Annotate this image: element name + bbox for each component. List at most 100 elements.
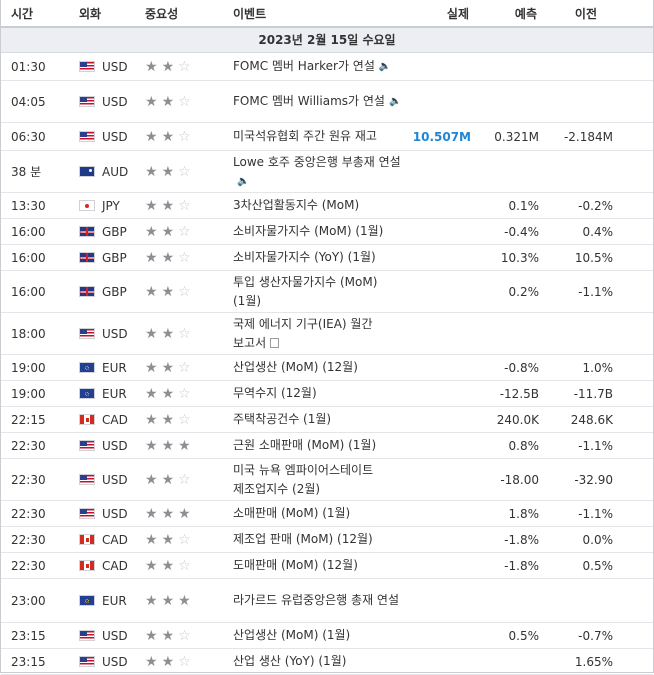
previous-value: -0.2% <box>578 198 613 213</box>
event-time: 22:15 <box>11 412 46 427</box>
event-name-text[interactable]: 산업 생산 (YoY) (1월) <box>233 654 347 668</box>
event-name-text[interactable]: FOMC 멤버 Harker가 연설 <box>233 59 375 73</box>
star-filled-icon: ★ <box>145 557 158 574</box>
event-name-text[interactable]: 국제 에너지 기구(IEA) 월간 보고서 <box>233 316 373 350</box>
event-name-text[interactable]: 투입 생산자물가지수 (MoM) (1월) <box>233 274 378 308</box>
star-filled-icon: ★ <box>178 592 191 609</box>
star-filled-icon: ★ <box>145 197 158 214</box>
header-time[interactable]: 시간 <box>11 6 34 21</box>
event-name[interactable]: 라가르드 유럽중앙은행 총재 연설 <box>225 591 405 610</box>
event-name[interactable]: 국제 에너지 기구(IEA) 월간 보고서 <box>225 315 405 353</box>
table-row[interactable]: 18:00 USD ★ ★ ☆ 국제 에너지 기구(IEA) 월간 보고서 <box>1 313 653 355</box>
header-importance[interactable]: 중요성 <box>145 6 179 21</box>
table-row[interactable]: 16:00 GBP ★ ★ ☆ 소비자물가지수 (MoM) (1월) -0.4% 0.4% <box>1 219 653 245</box>
eu-flag-icon <box>79 595 95 606</box>
star-filled-icon: ★ <box>145 385 158 402</box>
event-name[interactable]: 소매판매 (MoM) (1월) <box>225 504 405 523</box>
table-row[interactable]: 01:30 USD ★ ★ ☆ FOMC 멤버 Harker가 연설 🔈 <box>1 53 653 81</box>
event-name-text[interactable]: 소비자물가지수 (MoM) (1월) <box>233 224 384 238</box>
event-name[interactable]: 미국석유협회 주간 원유 재고 <box>225 127 405 146</box>
table-row[interactable]: 38 분 AUD ★ ★ ☆ Lowe 호주 중앙은행 부총재 연설🔈 <box>1 151 653 193</box>
table-row[interactable]: 06:30 USD ★ ★ ☆ 미국석유협회 주간 원유 재고 10.507M 0.321M -… <box>1 123 653 151</box>
event-name-text[interactable]: 제조업 판매 (MoM) (12월) <box>233 532 373 546</box>
table-row[interactable]: 22:30 CAD ★ ★ ☆ 도매판매 (MoM) (12월) -1.8% 0.5% <box>1 553 653 579</box>
star-empty-icon: ☆ <box>178 359 191 376</box>
event-name-text[interactable]: 미국 뉴욕 엠파이어스테이트 제조업지수 (2월) <box>233 462 374 496</box>
header-currency[interactable]: 외화 <box>79 6 102 21</box>
table-row[interactable]: 22:30 USD ★ ★ ★ 소매판매 (MoM) (1월) 1.8% -1.1% <box>1 501 653 527</box>
event-name[interactable]: 무역수지 (12월) <box>225 384 405 403</box>
table-row[interactable]: 19:00 EUR ★ ★ ☆ 산업생산 (MoM) (12월) -0.8% 1.0% <box>1 355 653 381</box>
event-name[interactable]: 소비자물가지수 (YoY) (1월) <box>225 248 405 267</box>
event-name[interactable]: 미국 뉴욕 엠파이어스테이트 제조업지수 (2월) <box>225 461 405 499</box>
event-name-text[interactable]: 소매판매 (MoM) (1월) <box>233 506 351 520</box>
currency-cell: JPY <box>67 199 135 213</box>
event-name[interactable]: 투입 생산자물가지수 (MoM) (1월) <box>225 273 405 311</box>
speaker-icon[interactable]: 🔈 <box>237 175 250 187</box>
event-name-text[interactable]: 소비자물가지수 (YoY) (1월) <box>233 250 376 264</box>
event-name-text[interactable]: 근원 소매판매 (MoM) (1월) <box>233 438 377 452</box>
gb-flag-icon <box>79 286 95 297</box>
header-previous[interactable]: 이전 <box>574 6 597 21</box>
header-forecast[interactable]: 예측 <box>514 6 537 21</box>
event-name-text[interactable]: 도매판매 (MoM) (12월) <box>233 558 358 572</box>
event-name[interactable]: FOMC 멤버 Harker가 연설 🔈 <box>225 57 405 76</box>
table-row[interactable]: 22:15 CAD ★ ★ ☆ 주택착공건수 (1월) 240.0K 248.6K <box>1 407 653 433</box>
event-name[interactable]: 3차산업활동지수 (MoM) <box>225 196 405 215</box>
event-name[interactable]: 근원 소매판매 (MoM) (1월) <box>225 436 405 455</box>
event-name-text[interactable]: FOMC 멤버 Williams가 연설 <box>233 94 385 108</box>
speaker-icon[interactable]: 🔈 <box>378 61 392 72</box>
event-name-text[interactable]: 3차산업활동지수 (MoM) <box>233 198 360 212</box>
table-row[interactable]: 23:00 EUR ★ ★ ★ 라가르드 유럽중앙은행 총재 연설 <box>1 579 653 623</box>
event-name-text[interactable]: 미국석유협회 주간 원유 재고 <box>233 129 377 143</box>
currency-code: USD <box>102 654 128 669</box>
header-event[interactable]: 이벤트 <box>233 6 267 21</box>
table-row[interactable]: 16:00 GBP ★ ★ ☆ 소비자물가지수 (YoY) (1월) 10.3% 10.5% <box>1 245 653 271</box>
event-name-text[interactable]: Lowe 호주 중앙은행 부총재 연설 <box>233 154 401 169</box>
currency-code: USD <box>102 326 128 341</box>
table-row[interactable]: 23:15 USD ★ ★ ☆ 산업생산 (MoM) (1월) 0.5% -0.7% <box>1 623 653 649</box>
header-actual[interactable]: 실제 <box>446 6 469 21</box>
star-filled-icon: ★ <box>161 505 175 522</box>
star-filled-icon: ★ <box>161 437 175 454</box>
table-row[interactable]: 22:30 CAD ★ ★ ☆ 제조업 판매 (MoM) (12월) -1.8% 0.0% <box>1 527 653 553</box>
table-row[interactable]: 16:00 GBP ★ ★ ☆ 투입 생산자물가지수 (MoM) (1월) 0.2% -1.1… <box>1 271 653 313</box>
event-name-text[interactable]: 주택착공건수 (1월) <box>233 412 332 426</box>
event-name[interactable]: 도매판매 (MoM) (12월) <box>225 556 405 575</box>
us-flag-icon <box>79 61 95 72</box>
document-icon[interactable] <box>270 338 280 348</box>
table-row[interactable]: 13:30 JPY ★ ★ ☆ 3차산업활동지수 (MoM) 0.1% -0.2% <box>1 193 653 219</box>
star-filled-icon: ★ <box>145 58 158 75</box>
star-filled-icon: ★ <box>161 249 175 266</box>
event-name[interactable]: 산업생산 (MoM) (12월) <box>225 358 405 377</box>
event-name-text[interactable]: 무역수지 (12월) <box>233 386 317 400</box>
currency-cell: CAD <box>67 413 135 427</box>
event-name[interactable]: 주택착공건수 (1월) <box>225 410 405 429</box>
event-name[interactable]: 소비자물가지수 (MoM) (1월) <box>225 222 405 241</box>
currency-code: USD <box>102 59 128 74</box>
star-empty-icon: ☆ <box>178 283 191 300</box>
event-name[interactable]: FOMC 멤버 Williams가 연설 🔈 <box>225 92 405 111</box>
importance-rating: ★ ★ ☆ <box>135 387 225 401</box>
currency-cell: USD <box>67 655 135 669</box>
event-name-text[interactable]: 산업생산 (MoM) (1월) <box>233 628 351 642</box>
table-row[interactable]: 22:30 USD ★ ★ ☆ 미국 뉴욕 엠파이어스테이트 제조업지수 (2월) -18.… <box>1 459 653 501</box>
table-row[interactable]: 23:15 USD ★ ★ ☆ 산업 생산 (YoY) (1월) 1.65% <box>1 649 653 675</box>
event-name-text[interactable]: 산업생산 (MoM) (12월) <box>233 360 358 374</box>
gb-flag-icon <box>79 252 95 263</box>
speaker-icon[interactable]: 🔈 <box>388 96 402 107</box>
event-name[interactable]: 산업생산 (MoM) (1월) <box>225 626 405 645</box>
table-row[interactable]: 04:05 USD ★ ★ ☆ FOMC 멤버 Williams가 연설 🔈 <box>1 81 653 123</box>
previous-value: -1.1% <box>578 438 613 453</box>
currency-cell: GBP <box>67 251 135 265</box>
table-row[interactable]: 19:00 EUR ★ ★ ☆ 무역수지 (12월) -12.5B -11.7B <box>1 381 653 407</box>
star-empty-icon: ☆ <box>178 58 191 75</box>
importance-rating: ★ ★ ☆ <box>135 559 225 573</box>
star-empty-icon: ☆ <box>178 93 191 110</box>
event-name[interactable]: 산업 생산 (YoY) (1월) <box>225 652 405 671</box>
table-row[interactable]: 22:30 USD ★ ★ ★ 근원 소매판매 (MoM) (1월) 0.8% -1.1% <box>1 433 653 459</box>
event-name[interactable]: Lowe 호주 중앙은행 부총재 연설 🔈 <box>225 153 405 191</box>
event-name[interactable]: 제조업 판매 (MoM) (12월) <box>225 530 405 549</box>
event-name-text[interactable]: 라가르드 유럽중앙은행 총재 연설 <box>233 593 400 607</box>
star-group: ★ ★ ☆ <box>145 327 225 341</box>
